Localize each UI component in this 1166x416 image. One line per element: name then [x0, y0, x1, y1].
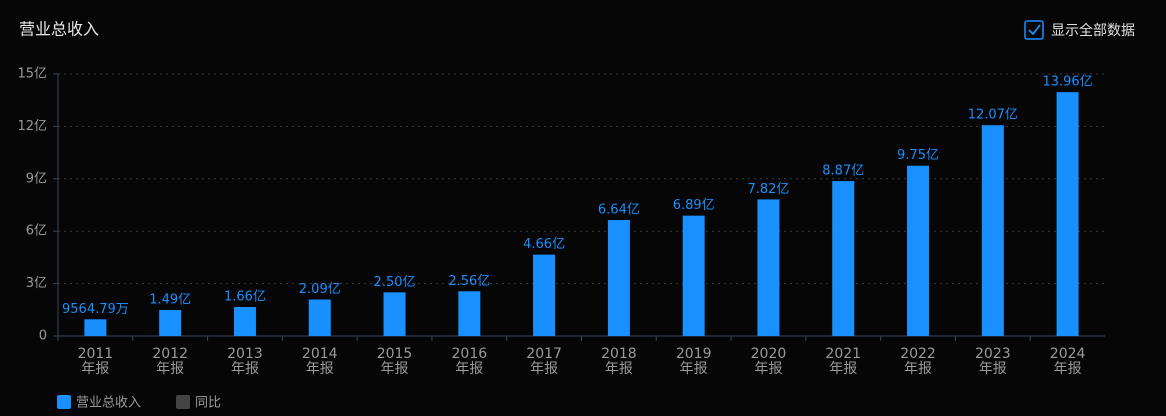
y-tick-label: 0: [39, 329, 47, 344]
x-tick-label: 2024: [1050, 346, 1086, 362]
value-label: 4.66亿: [523, 237, 565, 252]
bar: [1056, 92, 1079, 336]
x-tick-label: 2019: [676, 346, 712, 362]
x-tick-label: 年报: [381, 361, 409, 377]
x-tick-label: 年报: [754, 361, 782, 377]
x-tick-label: 2022: [900, 346, 936, 362]
x-tick-label: 2017: [526, 346, 562, 362]
x-tick-label: 年报: [904, 361, 932, 377]
value-label: 6.64亿: [598, 203, 640, 218]
x-tick-label: 2012: [152, 346, 188, 362]
legend-label[interactable]: 同比: [195, 396, 221, 411]
value-label: 1.66亿: [224, 290, 266, 305]
bar: [907, 165, 930, 336]
y-tick-label: 15亿: [17, 67, 47, 82]
x-tick-label: 2011: [78, 346, 114, 362]
x-tick-label: 年报: [81, 361, 109, 377]
bar: [84, 319, 107, 336]
bar: [832, 181, 855, 336]
x-tick-label: 年报: [680, 361, 708, 377]
value-label: 8.87亿: [822, 164, 864, 179]
x-tick-label: 2018: [601, 346, 637, 362]
y-tick-label: 6亿: [26, 224, 47, 239]
bar: [383, 292, 406, 336]
bar: [533, 254, 556, 336]
x-tick-label: 年报: [979, 361, 1007, 377]
bar: [159, 309, 182, 336]
checkbox-check: [1028, 24, 1041, 36]
x-tick-label: 年报: [306, 361, 334, 377]
value-label: 2.09亿: [299, 282, 341, 297]
x-tick-label: 年报: [605, 361, 633, 377]
bar: [458, 291, 481, 336]
value-label: 7.82亿: [747, 182, 789, 197]
x-tick-label: 2023: [975, 346, 1011, 362]
x-tick-label: 年报: [829, 361, 857, 377]
checkbox-label[interactable]: 显示全部数据: [1051, 22, 1135, 39]
x-tick-label: 2021: [825, 346, 861, 362]
x-tick-label: 年报: [530, 361, 558, 377]
legend-swatch[interactable]: [57, 395, 71, 409]
x-tick-label: 2013: [227, 346, 263, 362]
y-tick-label: 12亿: [17, 119, 47, 134]
x-tick-label: 年报: [1054, 361, 1082, 377]
bar: [308, 299, 331, 336]
bar: [682, 215, 705, 336]
value-label: 6.89亿: [673, 198, 715, 213]
value-label: 12.07亿: [968, 108, 1018, 123]
x-tick-label: 2014: [302, 346, 338, 362]
y-tick-label: 3亿: [26, 276, 47, 291]
bar: [607, 220, 630, 336]
x-tick-label: 2016: [452, 346, 488, 362]
value-label: 9.75亿: [897, 148, 939, 163]
bar: [757, 199, 780, 336]
y-tick-label: 9亿: [26, 171, 47, 186]
checkbox-box[interactable]: [1024, 20, 1044, 40]
x-tick-label: 年报: [156, 361, 184, 377]
legend-swatch[interactable]: [176, 395, 190, 409]
value-label: 13.96亿: [1042, 75, 1092, 90]
value-label: 2.56亿: [448, 274, 490, 289]
value-label: 2.50亿: [374, 275, 416, 290]
value-label: 9564.79万: [62, 302, 129, 317]
chart-title: 营业总收入: [19, 20, 99, 39]
x-tick-label: 年报: [231, 361, 259, 377]
x-tick-label: 2015: [377, 346, 413, 362]
x-tick-label: 2020: [751, 346, 787, 362]
show-all-checkbox[interactable]: 显示全部数据: [1024, 20, 1135, 40]
bar: [981, 125, 1004, 336]
value-label: 1.49亿: [149, 292, 191, 307]
bar: [233, 307, 256, 336]
legend-label[interactable]: 营业总收入: [76, 396, 141, 411]
x-tick-label: 年报: [455, 361, 483, 377]
